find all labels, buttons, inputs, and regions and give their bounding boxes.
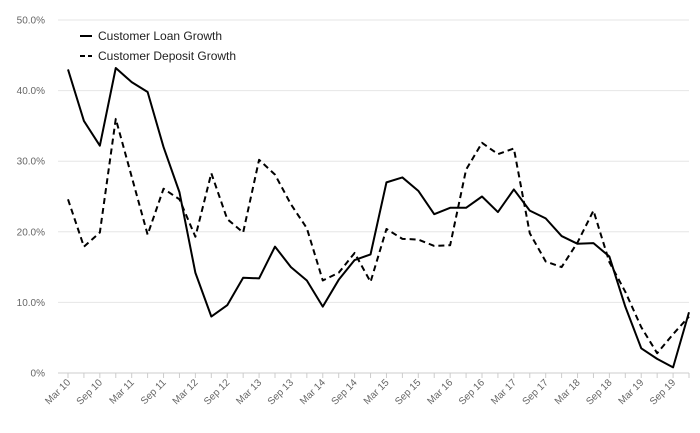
y-tick-label-3: 30.0%	[17, 157, 45, 168]
x-tick-label-6: Mar 13	[234, 377, 264, 407]
x-tick-label-12: Mar 16	[425, 377, 455, 407]
legend-item-deposit: Customer Deposit Growth	[80, 49, 236, 63]
legend: Customer Loan Growth Customer Deposit Gr…	[80, 29, 236, 63]
x-tick-label-14: Mar 17	[489, 377, 519, 407]
x-tick-label-2: Mar 11	[108, 377, 138, 407]
x-tick-label-0: Mar 10	[43, 377, 73, 407]
x-tick-label-4: Mar 12	[171, 377, 201, 407]
x-tick-label-1: Sep 10	[75, 377, 105, 407]
y-tick-label-2: 20.0%	[17, 227, 45, 238]
x-tick-label-7: Sep 13	[266, 377, 296, 407]
x-tick-label-3: Sep 11	[139, 377, 169, 407]
series-line-deposit	[67, 117, 690, 355]
x-tick-label-9: Sep 14	[330, 377, 360, 407]
x-tick-label-8: Mar 14	[298, 377, 328, 407]
x-tick-label-10: Mar 15	[362, 377, 392, 407]
legend-label-deposit: Customer Deposit Growth	[98, 49, 236, 63]
x-tick-label-17: Sep 18	[584, 377, 614, 407]
x-tick-label-15: Sep 17	[521, 377, 551, 407]
y-tick-label-4: 40.0%	[17, 86, 45, 97]
x-axis-ticks: Mar 10 Sep 10 Mar 11 Sep 11 Mar 12 Sep 12 Mar …	[43, 373, 690, 408]
x-tick-label-11: Sep 15	[393, 377, 423, 407]
legend-label-loan: Customer Loan Growth	[98, 29, 222, 43]
series-line-loan	[67, 67, 690, 369]
y-tick-label-0: 0%	[31, 369, 46, 380]
y-tick-label-1: 10.0%	[17, 298, 45, 309]
legend-item-loan: Customer Loan Growth	[80, 29, 222, 43]
grid-lines	[58, 19, 689, 374]
series-lines	[67, 67, 690, 369]
x-tick-label-13: Sep 16	[457, 377, 487, 407]
y-tick-label-5: 50.0%	[17, 16, 45, 27]
y-axis-ticks: 0% 10.0% 20.0% 30.0% 40.0% 50.0%	[17, 16, 45, 380]
x-tick-label-5: Sep 12	[202, 377, 232, 407]
x-tick-label-18: Mar 19	[617, 377, 647, 407]
x-tick-label-16: Mar 18	[553, 377, 583, 407]
x-tick-label-19: Sep 19	[648, 377, 678, 407]
